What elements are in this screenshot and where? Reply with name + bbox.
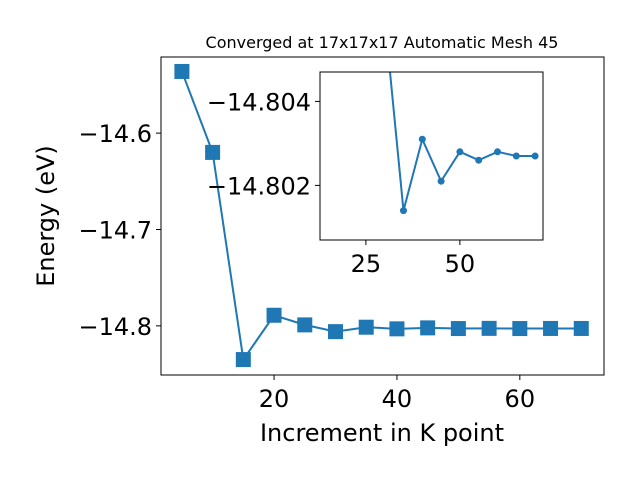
- marker: [205, 144, 221, 160]
- marker: [381, 14, 388, 21]
- marker: [512, 152, 520, 160]
- marker: [531, 152, 539, 160]
- marker: [420, 320, 436, 336]
- plot-area: [320, 72, 543, 240]
- x-tick-label: 60: [505, 385, 536, 413]
- marker: [456, 148, 464, 156]
- x-tick-label: 20: [259, 385, 290, 413]
- marker: [450, 321, 466, 337]
- marker: [389, 321, 405, 337]
- x-axis-label: Increment in K point: [260, 419, 504, 447]
- axes-frame: [160, 56, 605, 376]
- marker: [399, 207, 407, 215]
- chart-title: Converged at 17x17x17 Automatic Mesh 45: [206, 33, 559, 52]
- marker: [174, 63, 190, 79]
- marker: [235, 352, 251, 368]
- marker: [437, 177, 445, 185]
- y-tick-label: −14.7: [78, 216, 152, 244]
- marker: [493, 148, 501, 156]
- plot-clip: [174, 63, 589, 368]
- marker: [327, 324, 343, 340]
- x-tick-label: 25: [351, 250, 382, 278]
- marker: [418, 135, 426, 143]
- marker: [297, 317, 313, 333]
- marker: [358, 319, 374, 335]
- x-tick-label: 50: [445, 250, 476, 278]
- marker: [573, 320, 589, 336]
- y-tick-label: −14.802: [207, 172, 311, 200]
- y-tick-label: −14.8: [78, 313, 152, 341]
- marker: [481, 320, 497, 336]
- marker: [266, 307, 282, 323]
- axes-frame: [319, 71, 544, 241]
- y-tick-label: −14.6: [78, 120, 152, 148]
- x-tick-label: 40: [382, 385, 413, 413]
- plot-clip: [381, 14, 539, 215]
- marker: [475, 156, 483, 164]
- marker: [512, 321, 528, 337]
- marker: [543, 320, 559, 336]
- y-tick-label: −14.804: [207, 88, 311, 116]
- y-axis-label: Energy (eV): [32, 145, 60, 287]
